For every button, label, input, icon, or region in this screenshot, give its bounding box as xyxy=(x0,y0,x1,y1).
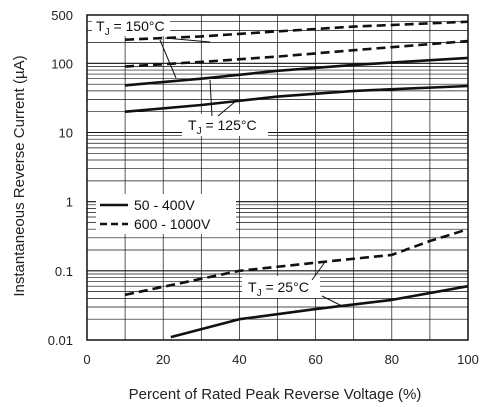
series-line-3 xyxy=(124,56,469,87)
svg-text:TJ = 150°C: TJ = 150°C xyxy=(96,18,165,38)
series-layer xyxy=(124,20,469,339)
annotation-tj-125-sub: J xyxy=(197,126,202,137)
x-tick-label: 40 xyxy=(232,352,246,367)
tick-labels: 0 20 40 60 80 100 0.01 0.1 1 10 100 500 xyxy=(48,8,479,367)
annotation-tj-25-prefix: T xyxy=(248,279,257,295)
y-tick-label: 0.1 xyxy=(55,264,73,279)
annotation-tj-150: TJ = 150°C xyxy=(92,16,211,79)
x-tick-label: 100 xyxy=(457,352,479,367)
y-tick-label: 0.01 xyxy=(48,333,73,348)
annotation-tj-125-arrow-1 xyxy=(209,79,213,117)
annotation-tj-25-arrow-1 xyxy=(311,261,326,281)
annotation-tj-150-text: = 150°C xyxy=(110,18,165,34)
x-axis-label: Percent of Rated Peak Reverse Voltage (%… xyxy=(129,386,422,403)
y-tick-label: 10 xyxy=(59,126,73,141)
svg-text:TJ = 25°C: TJ = 25°C xyxy=(248,279,309,299)
series-line-4 xyxy=(124,84,469,113)
annotation-tj-125-text: = 125°C xyxy=(202,117,257,133)
annotation-tj-25-text: = 25°C xyxy=(262,279,309,295)
annotation-tj-150-sub: J xyxy=(105,27,110,38)
annotation-tj-125-arrow-2 xyxy=(217,100,237,117)
annotation-tj-25-arrow-2 xyxy=(321,295,343,307)
annotation-tj-150-arrow-1 xyxy=(164,37,211,43)
legend: 50 - 400V 600 - 1000V xyxy=(96,194,236,234)
y-tick-label: 1 xyxy=(66,195,73,210)
series-line-5 xyxy=(124,227,469,297)
annotation-tj-25: TJ = 25°C xyxy=(242,261,343,307)
svg-text:TJ = 125°C: TJ = 125°C xyxy=(188,117,257,137)
series-line-6 xyxy=(170,284,469,339)
series-line-1 xyxy=(125,20,469,41)
annotation-tj-150-arrow-2 xyxy=(159,39,177,79)
series-line-2 xyxy=(125,39,469,68)
annotation-tj-150-prefix: T xyxy=(96,18,105,34)
x-tick-label: 20 xyxy=(156,352,170,367)
annotation-tj-125: TJ = 125°C xyxy=(182,79,268,137)
y-tick-label: 500 xyxy=(51,8,73,23)
x-tick-label: 60 xyxy=(308,352,322,367)
x-tick-label: 80 xyxy=(385,352,399,367)
annotation-tj-25-sub: J xyxy=(257,288,262,299)
legend-label-solid: 50 - 400V xyxy=(134,197,195,213)
y-tick-label: 100 xyxy=(51,56,73,71)
annotation-tj-125-prefix: T xyxy=(188,117,197,133)
x-tick-label: 0 xyxy=(83,352,90,367)
legend-label-dashed: 600 - 1000V xyxy=(134,216,211,232)
y-axis-label: Instantaneous Reverse Current (µA) xyxy=(11,55,28,296)
plot-frame xyxy=(86,14,469,341)
